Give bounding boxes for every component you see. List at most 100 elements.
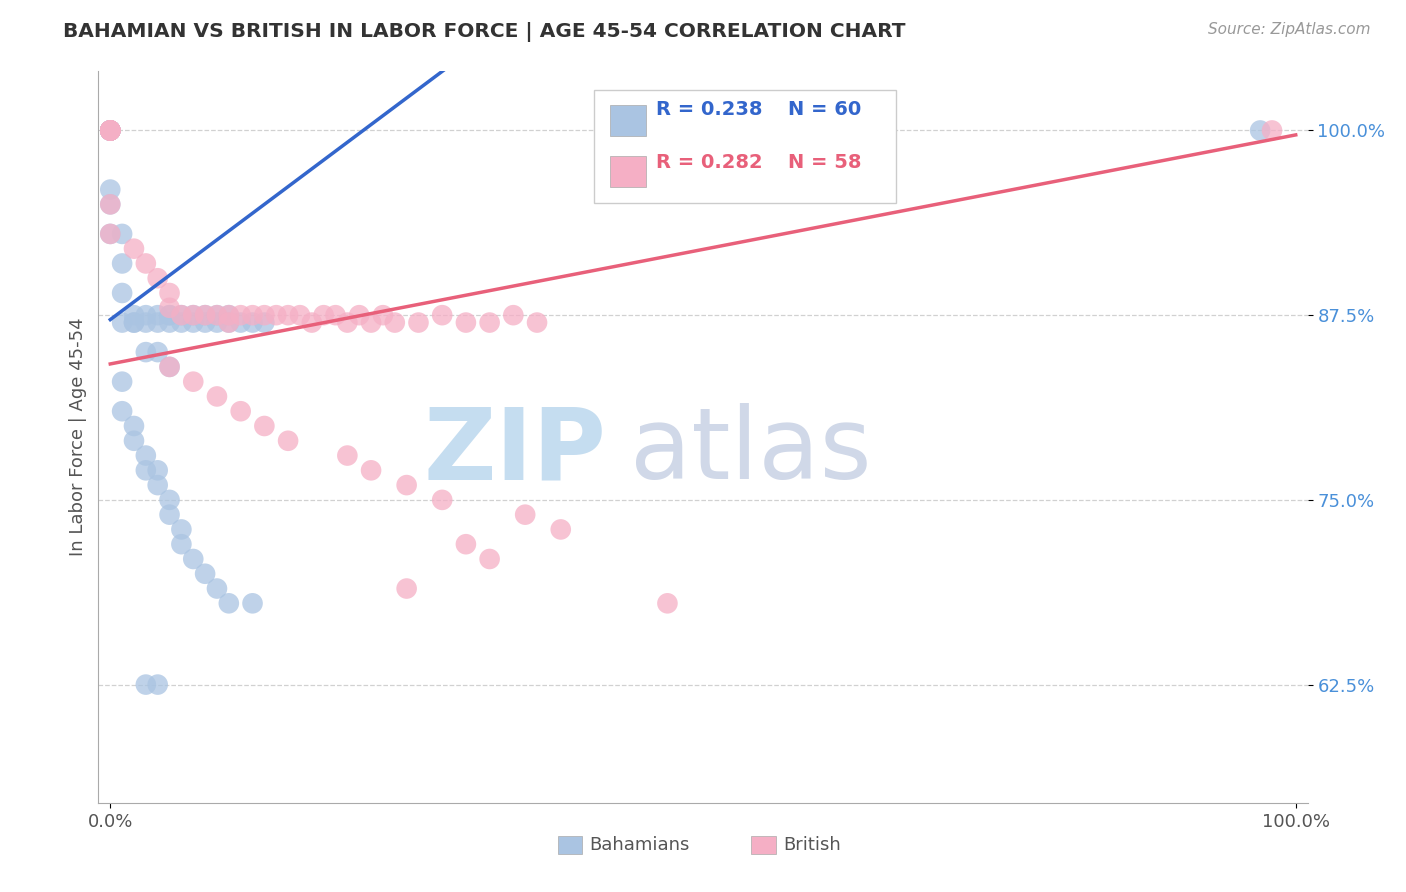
Bar <box>558 836 582 854</box>
Point <box>181 552 204 566</box>
Point <box>277 434 299 448</box>
Point <box>515 508 537 522</box>
Point <box>181 308 204 322</box>
Point <box>98 123 121 137</box>
Point <box>1249 123 1271 137</box>
Point <box>146 345 169 359</box>
Point <box>98 123 121 137</box>
Point <box>242 316 264 330</box>
Point <box>170 523 193 537</box>
Point <box>159 359 181 374</box>
FancyBboxPatch shape <box>595 90 897 203</box>
Point <box>111 316 134 330</box>
Text: Bahamians: Bahamians <box>589 836 690 855</box>
Text: R = 0.282: R = 0.282 <box>655 153 762 171</box>
Point <box>98 123 121 137</box>
Point <box>181 316 204 330</box>
Bar <box>751 836 776 854</box>
Point <box>159 508 181 522</box>
Point <box>264 308 287 322</box>
Point <box>181 308 204 322</box>
Point <box>657 596 679 610</box>
Point <box>98 123 121 137</box>
Point <box>135 316 157 330</box>
Point <box>395 582 418 596</box>
Point <box>336 449 359 463</box>
Point <box>122 316 145 330</box>
Point <box>122 419 145 434</box>
Text: BAHAMIAN VS BRITISH IN LABOR FORCE | AGE 45-54 CORRELATION CHART: BAHAMIAN VS BRITISH IN LABOR FORCE | AGE… <box>63 22 905 42</box>
Point <box>242 596 264 610</box>
Point <box>135 677 157 691</box>
Point <box>170 537 193 551</box>
Point <box>122 316 145 330</box>
Point <box>111 375 134 389</box>
Text: ZIP: ZIP <box>423 403 606 500</box>
Point <box>550 523 572 537</box>
Point <box>1261 123 1284 137</box>
Point <box>98 227 121 241</box>
Point <box>408 316 430 330</box>
Point <box>229 316 252 330</box>
Point <box>253 308 276 322</box>
Point <box>135 256 157 270</box>
Point <box>111 285 134 300</box>
Point <box>205 308 228 322</box>
Point <box>98 123 121 137</box>
Point <box>194 308 217 322</box>
Point <box>135 449 157 463</box>
Point <box>218 308 240 322</box>
Point <box>146 316 169 330</box>
Point <box>384 316 406 330</box>
Point <box>205 308 228 322</box>
Point <box>502 308 524 322</box>
Point <box>454 537 477 551</box>
Point <box>253 419 276 434</box>
Text: atlas: atlas <box>630 403 872 500</box>
Point <box>336 316 359 330</box>
Point <box>478 552 501 566</box>
Point <box>98 123 121 137</box>
Point <box>478 316 501 330</box>
Point <box>111 256 134 270</box>
Point <box>218 308 240 322</box>
Point <box>205 316 228 330</box>
Point <box>325 308 347 322</box>
Point <box>159 308 181 322</box>
Point <box>111 404 134 418</box>
Point <box>98 123 121 137</box>
Point <box>277 308 299 322</box>
Point <box>312 308 335 322</box>
Point <box>432 308 454 322</box>
Text: N = 60: N = 60 <box>787 100 860 119</box>
Point <box>146 308 169 322</box>
Point <box>360 316 382 330</box>
Point <box>218 316 240 330</box>
Point <box>170 308 193 322</box>
Point <box>98 123 121 137</box>
Point <box>146 463 169 477</box>
Point <box>159 285 181 300</box>
Point <box>146 271 169 285</box>
Point <box>135 308 157 322</box>
Point <box>146 677 169 691</box>
Point <box>242 308 264 322</box>
Point <box>194 308 217 322</box>
Point <box>135 345 157 359</box>
Point <box>159 492 181 507</box>
Point <box>98 123 121 137</box>
Text: N = 58: N = 58 <box>787 153 860 171</box>
Point <box>98 183 121 197</box>
Point <box>135 463 157 477</box>
Point <box>526 316 548 330</box>
Text: Source: ZipAtlas.com: Source: ZipAtlas.com <box>1208 22 1371 37</box>
Point <box>395 478 418 492</box>
Point <box>98 197 121 211</box>
Bar <box>610 105 647 136</box>
Point <box>98 227 121 241</box>
Point <box>98 123 121 137</box>
Text: R = 0.238: R = 0.238 <box>655 100 762 119</box>
Point <box>159 301 181 315</box>
Point <box>194 316 217 330</box>
Point <box>229 308 252 322</box>
